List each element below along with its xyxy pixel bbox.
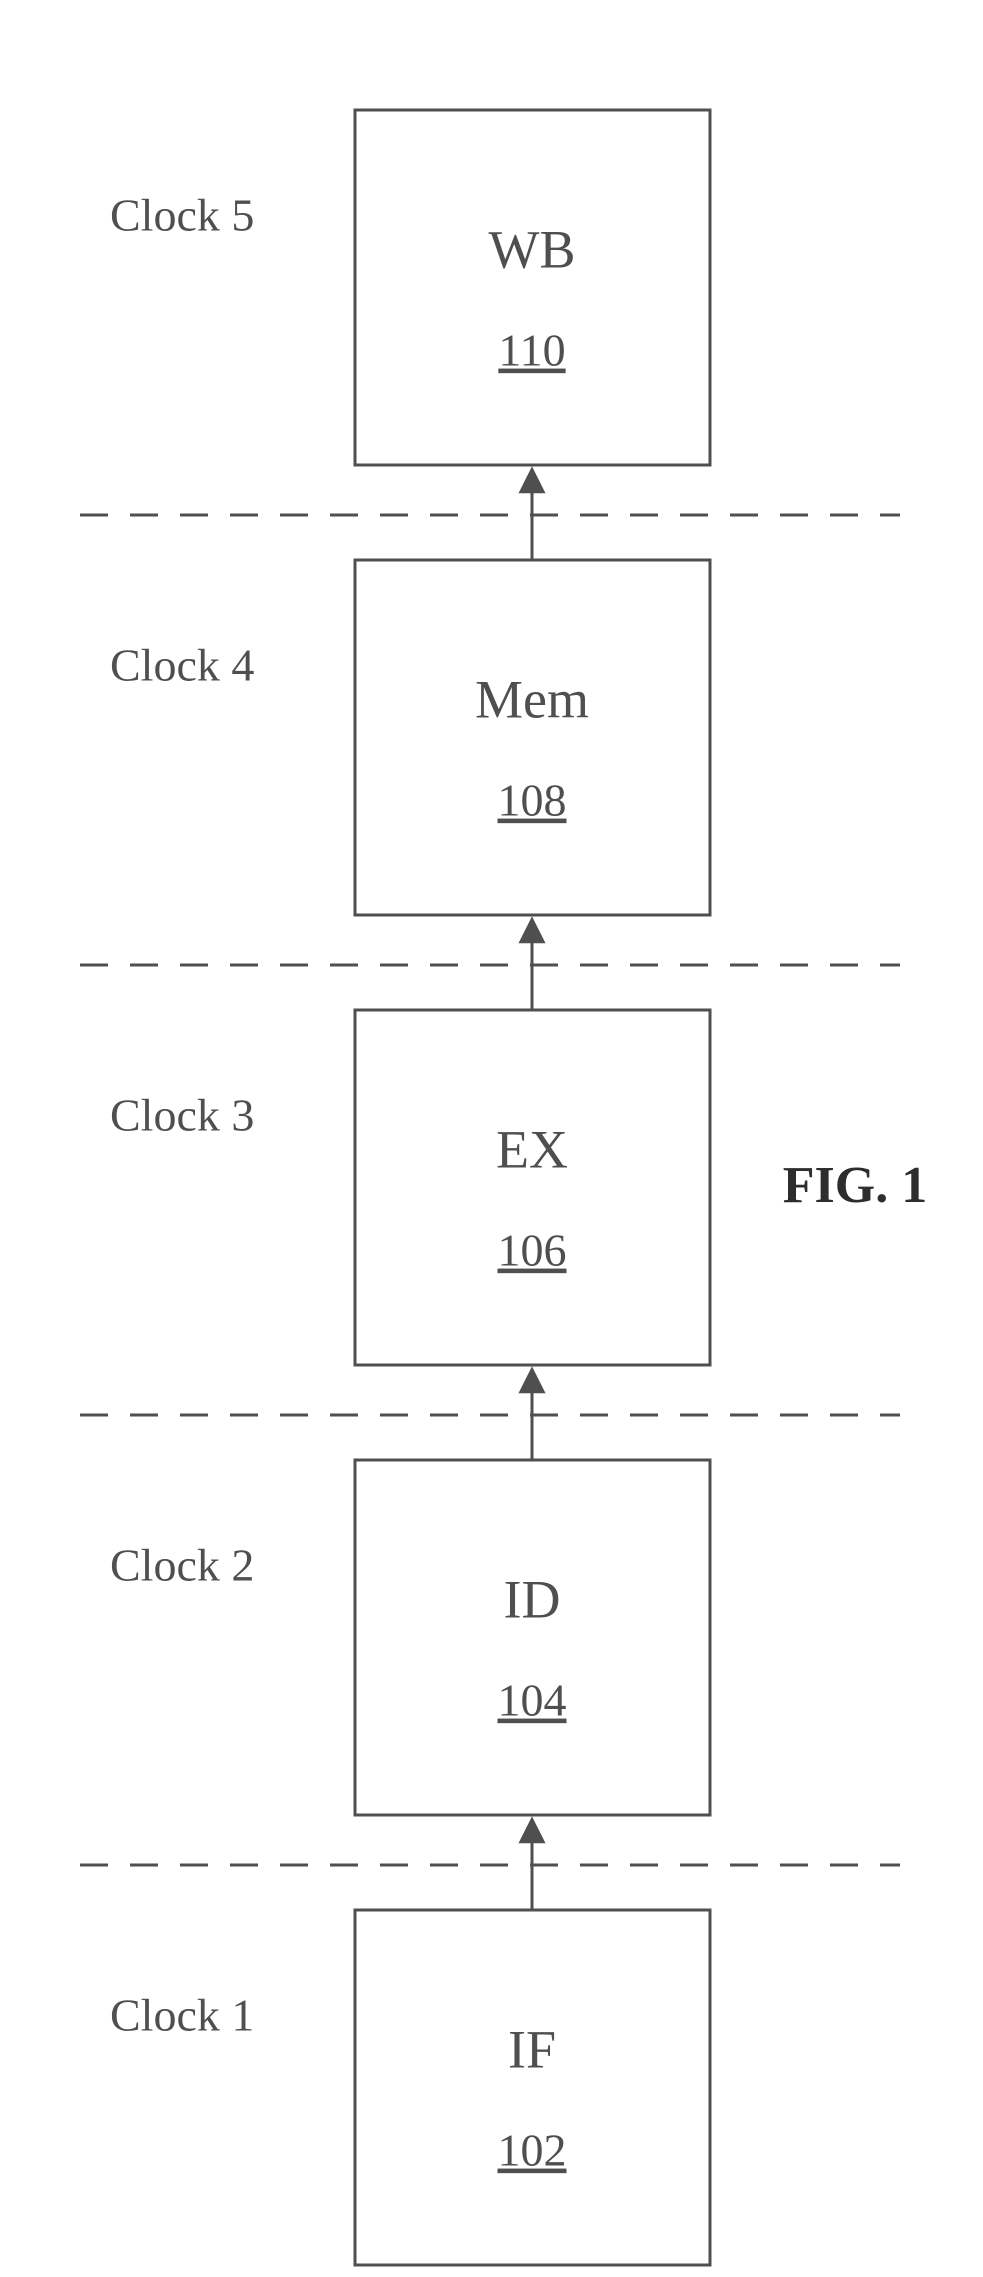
- clock-5-label: Clock 5: [110, 190, 254, 241]
- stage-id-label: ID: [504, 1569, 561, 1629]
- stage-mem-ref: 108: [498, 775, 567, 826]
- stage-mem: Mem 108: [355, 560, 710, 915]
- stage-if-ref: 102: [498, 2125, 567, 2176]
- clock-1-label: Clock 1: [110, 1990, 254, 2041]
- stage-wb: WB 110: [355, 110, 710, 465]
- stage-if: IF 102: [355, 1910, 710, 2265]
- stage-ex-ref: 106: [498, 1225, 567, 1276]
- stage-id-ref: 104: [498, 1675, 567, 1726]
- stage-ex-label: EX: [496, 1119, 568, 1179]
- stage-if-box: [355, 1910, 710, 2265]
- pipeline-diagram: IF 102 Clock 1 ID 104 Clock 2 EX 106 Clo…: [0, 0, 983, 2277]
- stage-wb-box: [355, 110, 710, 465]
- stage-wb-label: WB: [489, 219, 576, 279]
- clock-3-label: Clock 3: [110, 1090, 254, 1141]
- stage-ex: EX 106: [355, 1010, 710, 1365]
- stage-mem-label: Mem: [475, 669, 589, 729]
- figure-caption: FIG. 1: [783, 1157, 927, 1214]
- stage-if-label: IF: [508, 2019, 556, 2079]
- stage-mem-box: [355, 560, 710, 915]
- stage-wb-ref: 110: [498, 325, 565, 376]
- stage-id-box: [355, 1460, 710, 1815]
- stage-ex-box: [355, 1010, 710, 1365]
- stage-id: ID 104: [355, 1460, 710, 1815]
- clock-2-label: Clock 2: [110, 1540, 254, 1591]
- clock-4-label: Clock 4: [110, 640, 254, 691]
